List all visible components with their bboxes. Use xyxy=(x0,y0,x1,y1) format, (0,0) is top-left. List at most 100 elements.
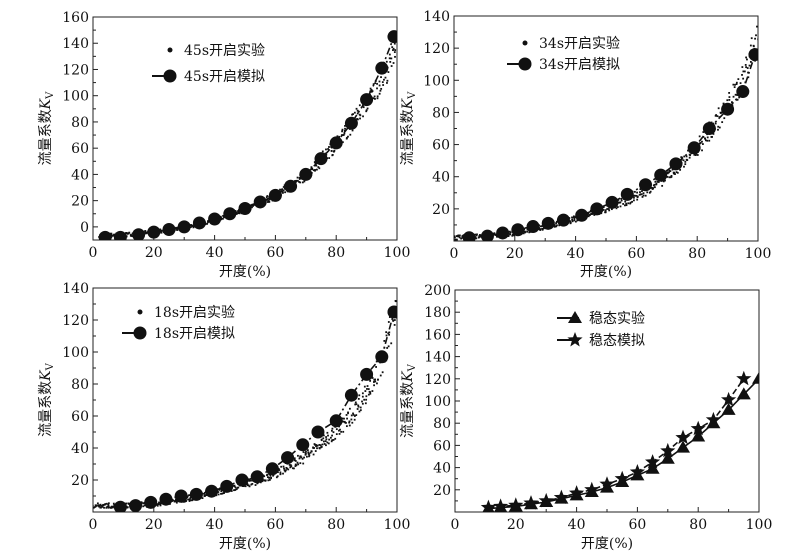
data-point xyxy=(496,235,499,238)
legend-label: 稳态实验 xyxy=(589,311,645,327)
data-point xyxy=(338,429,340,432)
data-point xyxy=(308,455,310,458)
data-point xyxy=(189,487,203,501)
data-point xyxy=(305,450,307,453)
data-point xyxy=(584,481,600,497)
data-point xyxy=(528,231,531,234)
data-point xyxy=(636,198,639,201)
data-point xyxy=(230,490,233,492)
data-point xyxy=(235,473,249,487)
data-point xyxy=(574,220,577,223)
data-point xyxy=(480,229,494,241)
data-point xyxy=(602,209,605,211)
data-point xyxy=(669,170,672,173)
data-point xyxy=(352,412,354,415)
data-point xyxy=(704,139,707,142)
data-point xyxy=(158,503,160,506)
data-point xyxy=(126,506,129,509)
data-point xyxy=(303,456,305,459)
data-point xyxy=(330,150,333,152)
data-point xyxy=(184,500,187,503)
data-point xyxy=(234,486,237,489)
data-point xyxy=(217,493,220,496)
data-point xyxy=(752,45,755,48)
data-point xyxy=(716,115,719,118)
data-point xyxy=(538,492,554,508)
data-point xyxy=(511,234,514,237)
data-point xyxy=(316,447,318,450)
data-point xyxy=(684,160,687,163)
data-point xyxy=(634,194,636,197)
data-point xyxy=(604,209,607,212)
data-point xyxy=(475,234,478,237)
data-point xyxy=(299,455,302,458)
data-point xyxy=(309,451,312,454)
data-point xyxy=(619,201,622,204)
data-point xyxy=(351,113,354,116)
data-point xyxy=(610,208,613,211)
plot-area xyxy=(480,370,759,512)
data-point xyxy=(387,30,397,44)
data-point xyxy=(642,194,645,197)
data-point xyxy=(371,90,373,93)
series-line xyxy=(488,378,759,510)
data-point xyxy=(259,481,262,484)
legend-item: 45s开启实验 xyxy=(167,43,265,59)
data-point xyxy=(328,146,330,148)
data-point xyxy=(320,446,323,448)
data-point xyxy=(721,391,737,407)
y-tick-label: 120 xyxy=(424,372,451,388)
data-point xyxy=(746,58,748,61)
y-tick-label: 100 xyxy=(424,394,451,410)
data-point xyxy=(639,191,641,194)
x-tick-label: 80 xyxy=(688,246,706,262)
data-point xyxy=(347,135,349,138)
data-point xyxy=(462,231,476,241)
data-point xyxy=(352,413,355,416)
data-point xyxy=(706,139,709,142)
data-point xyxy=(340,430,343,433)
data-point xyxy=(144,230,146,233)
data-point xyxy=(342,420,345,423)
data-point xyxy=(327,434,329,437)
data-point xyxy=(654,168,668,182)
data-point xyxy=(749,60,752,63)
data-point xyxy=(478,234,481,236)
data-point xyxy=(732,95,735,98)
data-point xyxy=(371,390,374,392)
data-point xyxy=(342,134,345,136)
x-tick-label: 80 xyxy=(327,517,345,533)
data-point xyxy=(144,231,147,234)
data-point xyxy=(96,502,99,505)
data-point xyxy=(460,237,463,240)
data-point xyxy=(248,485,251,488)
y-tick-label: 140 xyxy=(423,9,450,25)
data-point xyxy=(348,424,351,427)
data-point xyxy=(638,193,641,196)
data-point xyxy=(341,130,343,133)
data-point xyxy=(351,421,354,424)
data-point xyxy=(736,85,750,99)
data-point xyxy=(723,117,726,120)
data-point xyxy=(686,159,689,162)
data-point xyxy=(355,414,358,416)
y-tick-label: 140 xyxy=(424,350,451,366)
data-point xyxy=(639,188,642,191)
data-point xyxy=(313,161,316,163)
y-tick-label: 20 xyxy=(433,483,451,499)
data-point xyxy=(365,109,368,112)
data-point xyxy=(523,495,539,510)
legend-marker xyxy=(522,40,528,46)
chart-panel-3: 0 20 40 60 80 100 20 40 60 80 100 120 140 开度(%) 流量系数KV… xyxy=(38,281,410,552)
data-point xyxy=(539,228,542,231)
data-point xyxy=(278,469,281,471)
data-point xyxy=(388,53,391,56)
data-point xyxy=(748,48,758,62)
data-point xyxy=(614,470,630,486)
data-point xyxy=(203,493,206,495)
data-point xyxy=(235,488,238,491)
data-point xyxy=(671,168,674,171)
data-point xyxy=(331,427,334,430)
data-point xyxy=(650,186,653,189)
data-point xyxy=(186,495,189,498)
